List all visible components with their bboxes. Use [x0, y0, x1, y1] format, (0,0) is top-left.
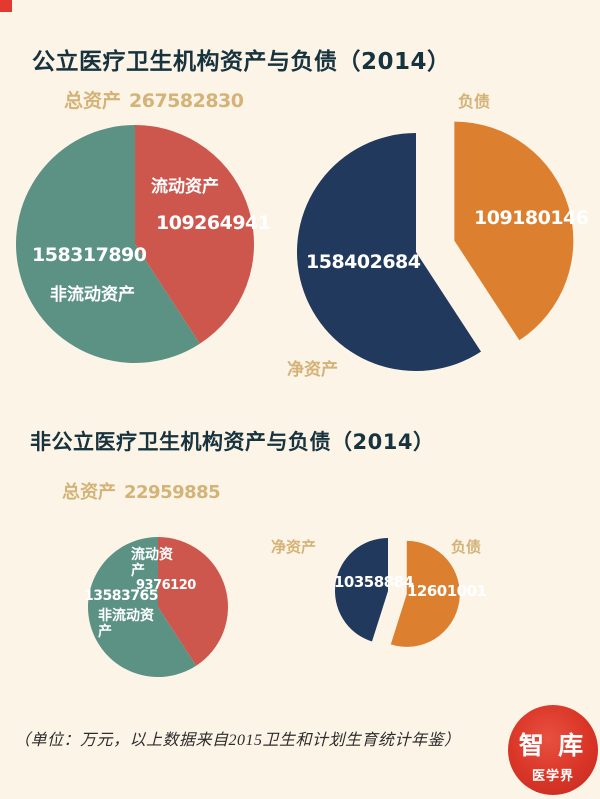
pie3-noncurrent-assets-value: 13583765	[84, 588, 158, 604]
pie-slice-流动资产	[135, 125, 255, 344]
section2-total-value: 22959885	[124, 482, 221, 503]
section2-total-label: 总资产	[62, 482, 116, 503]
pie-slice-净资产	[335, 538, 388, 642]
pie-slice-负债	[454, 121, 574, 341]
zhiku-yixuejie-logo: 智 库 医学界	[508, 705, 598, 795]
section1-total-label: 总资产	[64, 90, 122, 112]
section1-total-value: 267582830	[129, 90, 244, 112]
pie-slice-净资产	[297, 133, 482, 371]
pie4-liabilities-value: 12601001	[407, 582, 487, 600]
pie-slice-流动资产	[158, 537, 228, 666]
pie2-liabilities-label: 负债	[458, 92, 491, 111]
pie3-current-assets-label: 流动资产	[131, 547, 173, 579]
section1-total-assets: 总资产 267582830	[64, 86, 244, 113]
pie2-net-assets-label: 净资产	[287, 360, 338, 380]
pie1-current-assets-label: 流动资产	[151, 177, 219, 197]
pie3-current-assets-value: 9376120	[136, 578, 196, 593]
logo-text-yixuejie: 医学界	[531, 768, 574, 783]
pie2-liabilities-value: 109180146	[474, 207, 589, 229]
pie4-liabilities-label: 负债	[451, 538, 482, 556]
pie4-net-assets-label: 净资产	[271, 538, 317, 556]
unit-source-note: （单位：万元，以上数据来自2015卫生和计划生育统计年鉴）	[14, 732, 461, 749]
section2-title: 非公立医疗卫生机构资产与负债（2014）	[30, 430, 435, 454]
corner-red-mark	[0, 0, 12, 12]
pie-slice-负债	[390, 540, 460, 647]
logo-text-zhiku: 智 库	[518, 733, 588, 760]
pie1-noncurrent-assets-value: 158317890	[32, 244, 147, 266]
pie2-net-assets-value: 158402684	[306, 251, 421, 273]
section2-total-assets: 总资产 22959885	[62, 478, 221, 504]
pie1-current-assets-value: 109264941	[156, 212, 271, 234]
pie3-noncurrent-assets-label: 非流动资产	[98, 608, 154, 640]
pie-slice-非流动资产	[16, 125, 200, 363]
section1-title: 公立医疗卫生机构资产与负债（2014）	[32, 49, 451, 75]
pie4-net-assets-value: 10358884	[334, 573, 414, 591]
pie-slice-非流动资产	[87, 537, 197, 677]
pie1-noncurrent-assets-label: 非流动资产	[50, 285, 135, 305]
